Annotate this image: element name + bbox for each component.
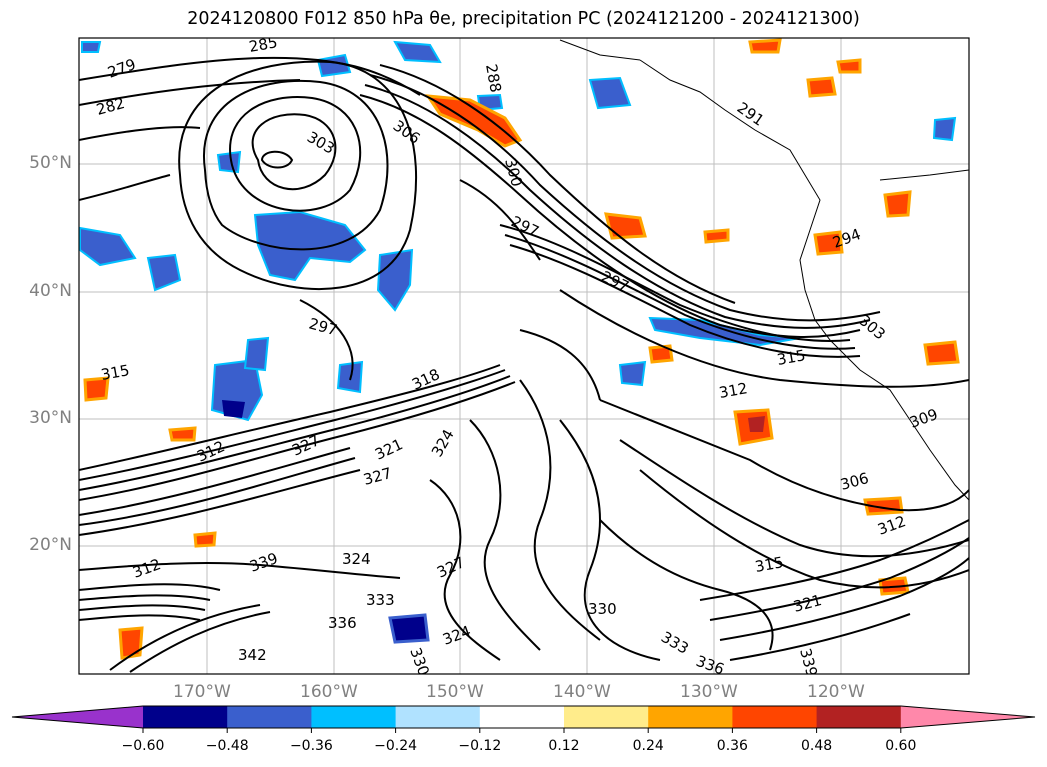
colorbar-segment: [732, 706, 818, 728]
contour-label: 285: [248, 33, 279, 56]
map-frame: [78, 37, 970, 675]
contour-label: 330: [588, 600, 617, 618]
longitude-label: 170°W: [173, 682, 231, 702]
coastlines: [559, 39, 969, 501]
longitude-label: 140°W: [553, 682, 611, 702]
colorbar-tick-label: −0.60: [121, 738, 165, 754]
colorbar-segment: [143, 706, 228, 728]
precip-negative-areas: [79, 40, 957, 644]
colorbar-tick-label: −0.12: [458, 738, 502, 754]
map-title: 2024120800 F012 850 hPa θe, precipitatio…: [187, 9, 860, 29]
contour-label: 288: [482, 63, 505, 94]
longitude-label: 150°W: [426, 682, 484, 702]
contour-label: 315: [100, 361, 131, 384]
colorbar-extend-high: [900, 706, 1035, 728]
latitude-label: 50°N: [29, 153, 72, 173]
contour-label: 342: [238, 646, 267, 664]
colorbar-segment: [311, 706, 397, 728]
contour-label: 333: [366, 591, 395, 609]
latitude-label: 20°N: [29, 535, 72, 555]
precip-positive-areas: [83, 38, 960, 660]
colorbar-segment: [227, 706, 312, 728]
colorbar-tick-label: −0.36: [289, 738, 333, 754]
colorbar-segment: [564, 706, 649, 728]
colorbar-tick-label: 0.60: [885, 738, 917, 754]
colorbar-tick-label: 0.12: [548, 738, 580, 754]
contour-labels: 279 282 285 288 291 294 297 297 297 300 …: [94, 33, 940, 674]
longitude-label: 130°W: [680, 682, 738, 702]
colorbar-segment: [816, 706, 902, 728]
colorbar-segment: [479, 706, 565, 728]
latitude-label: 40°N: [29, 281, 72, 301]
longitude-label: 160°W: [300, 682, 358, 702]
colorbar: [11, 705, 1036, 733]
longitude-label: 120°W: [807, 682, 865, 702]
colorbar-tick-label: −0.48: [205, 738, 249, 754]
theta-e-contours: [79, 56, 969, 673]
contour-label: 336: [328, 614, 357, 632]
colorbar-tick-label: 0.48: [801, 738, 833, 754]
colorbar-segment: [648, 706, 733, 728]
contour-label: 324: [342, 550, 371, 568]
colorbar-extend-low: [12, 706, 143, 728]
colorbar-segment: [395, 706, 481, 728]
contour-label: 315: [776, 346, 807, 369]
contour-label: 312: [718, 379, 749, 402]
contour-label: 315: [754, 553, 785, 576]
latitude-label: 30°N: [29, 408, 72, 428]
colorbar-tick-label: 0.24: [632, 738, 664, 754]
colorbar-tick-label: −0.24: [374, 738, 418, 754]
colorbar-tick-label: 0.36: [716, 738, 748, 754]
